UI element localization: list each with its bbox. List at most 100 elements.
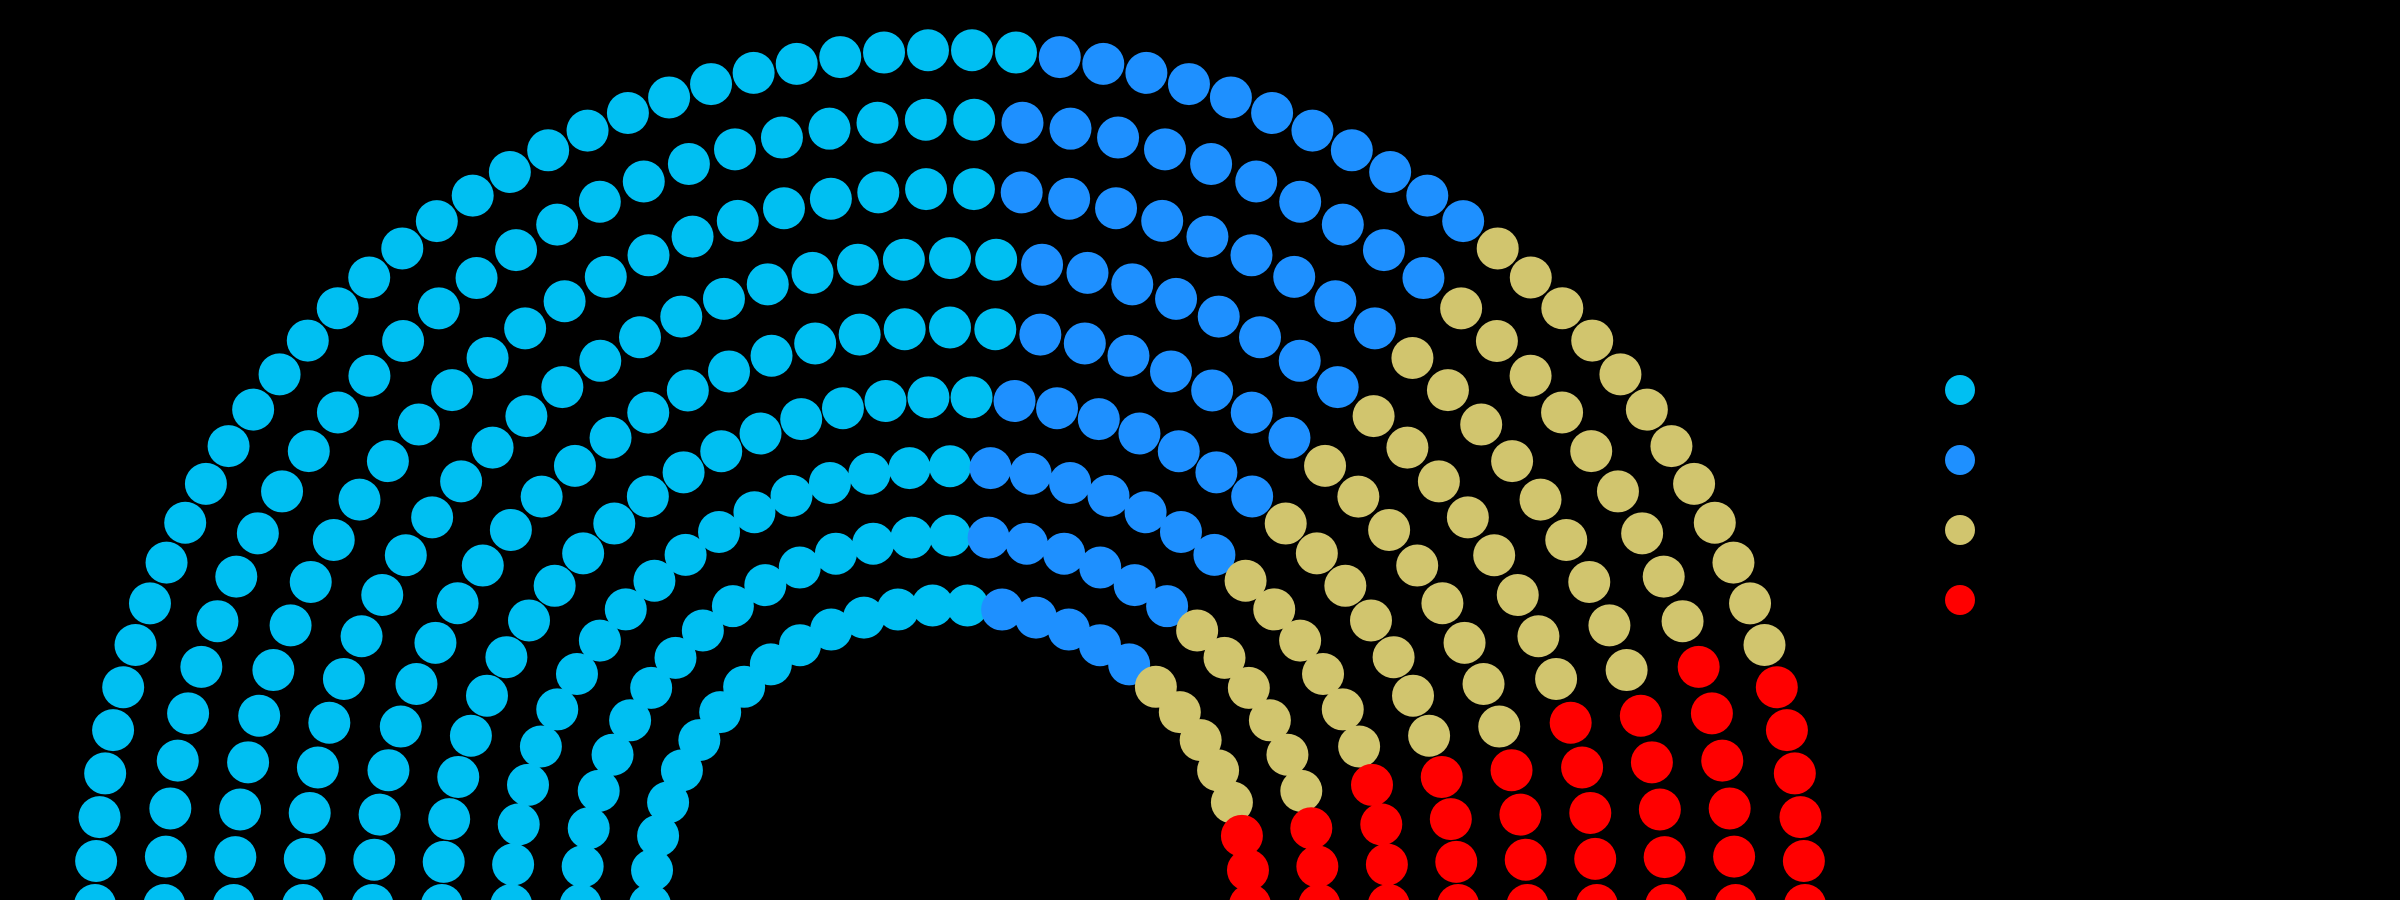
seat[interactable]: [1599, 353, 1642, 396]
seat[interactable]: [627, 234, 670, 277]
seat[interactable]: [1273, 255, 1316, 298]
seat[interactable]: [1535, 657, 1578, 700]
seat[interactable]: [911, 584, 954, 627]
seat[interactable]: [144, 835, 187, 878]
seat[interactable]: [952, 168, 995, 211]
seat[interactable]: [92, 709, 135, 752]
seat[interactable]: [627, 391, 670, 434]
seat[interactable]: [180, 645, 223, 688]
seat[interactable]: [252, 649, 295, 692]
seat[interactable]: [128, 582, 171, 625]
seat[interactable]: [492, 843, 535, 886]
seat[interactable]: [906, 29, 949, 72]
seat[interactable]: [1278, 339, 1321, 382]
seat[interactable]: [1280, 769, 1323, 812]
seat[interactable]: [1063, 322, 1106, 365]
seat[interactable]: [1279, 180, 1322, 223]
seat[interactable]: [74, 884, 116, 900]
seat[interactable]: [449, 714, 492, 757]
seat[interactable]: [308, 701, 351, 744]
seat[interactable]: [1352, 395, 1395, 438]
seat[interactable]: [533, 564, 576, 607]
seat[interactable]: [322, 657, 365, 700]
seat[interactable]: [1368, 508, 1411, 551]
seat[interactable]: [762, 187, 805, 230]
seat[interactable]: [289, 560, 332, 603]
legend-item-blue[interactable]: [1945, 425, 2365, 495]
seat[interactable]: [1673, 462, 1716, 505]
seat[interactable]: [905, 168, 948, 211]
seat[interactable]: [1368, 884, 1410, 900]
seat[interactable]: [708, 350, 750, 393]
seat[interactable]: [1504, 838, 1547, 881]
seat[interactable]: [422, 840, 465, 883]
seat[interactable]: [1605, 649, 1648, 692]
seat[interactable]: [490, 884, 532, 900]
seat[interactable]: [1097, 116, 1140, 159]
seat[interactable]: [527, 129, 570, 172]
seat[interactable]: [1316, 366, 1359, 409]
seat[interactable]: [1150, 350, 1192, 393]
seat[interactable]: [114, 623, 157, 666]
seat[interactable]: [566, 109, 609, 152]
seat[interactable]: [495, 229, 538, 272]
seat[interactable]: [431, 369, 474, 412]
seat[interactable]: [1349, 599, 1392, 642]
seat[interactable]: [904, 98, 947, 141]
seat[interactable]: [1144, 128, 1186, 171]
seat[interactable]: [856, 101, 899, 144]
seat[interactable]: [455, 257, 498, 300]
seat[interactable]: [1291, 109, 1334, 152]
seat[interactable]: [1248, 699, 1291, 742]
seat[interactable]: [852, 522, 895, 565]
seat[interactable]: [238, 694, 281, 737]
seat[interactable]: [779, 624, 821, 667]
seat[interactable]: [1176, 609, 1219, 652]
seat[interactable]: [213, 884, 255, 900]
seat[interactable]: [555, 653, 598, 696]
seat[interactable]: [750, 334, 793, 377]
seat[interactable]: [1360, 803, 1403, 846]
seat[interactable]: [504, 307, 547, 350]
seat[interactable]: [1197, 749, 1240, 792]
seat[interactable]: [946, 584, 989, 627]
seat[interactable]: [1509, 256, 1552, 299]
seat[interactable]: [950, 376, 993, 419]
seat[interactable]: [519, 725, 562, 768]
seat[interactable]: [1729, 582, 1772, 625]
seat[interactable]: [1082, 42, 1125, 85]
seat[interactable]: [637, 814, 680, 857]
seat[interactable]: [440, 460, 483, 503]
seat[interactable]: [1619, 694, 1662, 737]
seat[interactable]: [536, 688, 579, 731]
seat[interactable]: [1372, 636, 1415, 679]
seat[interactable]: [1755, 666, 1798, 709]
seat[interactable]: [951, 29, 994, 72]
seat[interactable]: [358, 793, 401, 836]
seat[interactable]: [415, 200, 458, 243]
seat[interactable]: [1420, 755, 1463, 798]
seat[interactable]: [1353, 307, 1396, 350]
seat[interactable]: [1118, 412, 1161, 455]
seat[interactable]: [261, 470, 304, 513]
seat[interactable]: [863, 31, 906, 74]
seat[interactable]: [1406, 174, 1449, 217]
seat[interactable]: [882, 238, 925, 281]
seat[interactable]: [1541, 391, 1584, 434]
seat[interactable]: [810, 608, 853, 651]
seat[interactable]: [1266, 733, 1309, 776]
seat[interactable]: [1209, 76, 1252, 119]
seat[interactable]: [541, 366, 584, 409]
seat[interactable]: [269, 604, 312, 647]
seat[interactable]: [739, 412, 782, 455]
seat[interactable]: [1197, 295, 1240, 338]
seat[interactable]: [353, 838, 396, 881]
seat[interactable]: [760, 116, 803, 159]
seat[interactable]: [981, 588, 1024, 631]
seat[interactable]: [215, 555, 258, 598]
seat[interactable]: [1351, 763, 1393, 806]
seat[interactable]: [316, 391, 359, 434]
seat[interactable]: [143, 884, 185, 900]
seat[interactable]: [381, 227, 424, 270]
seat[interactable]: [553, 444, 596, 487]
